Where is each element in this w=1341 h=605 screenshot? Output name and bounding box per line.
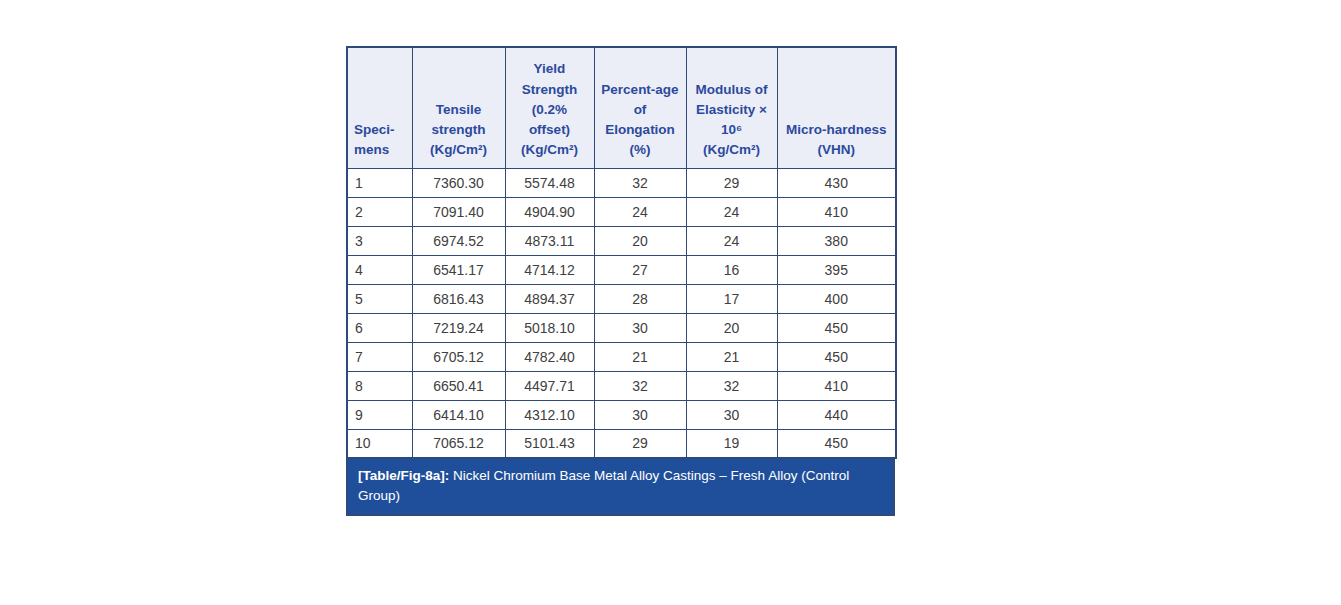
- cell-microhardness: 450: [777, 313, 896, 342]
- cell-yield: 5574.48: [505, 168, 594, 197]
- cell-yield: 4873.11: [505, 226, 594, 255]
- cell-yield: 4497.71: [505, 371, 594, 400]
- table-row: 8 6650.41 4497.71 32 32 410: [347, 371, 896, 400]
- cell-elongation: 28: [594, 284, 686, 313]
- header-yield-strength: Yield Strength (0.2% offset) (Kg/Cm²): [505, 47, 594, 168]
- cell-elongation: 30: [594, 400, 686, 429]
- cell-elongation: 30: [594, 313, 686, 342]
- cell-elongation: 27: [594, 255, 686, 284]
- cell-specimen: 3: [347, 226, 412, 255]
- cell-modulus: 20: [686, 313, 777, 342]
- caption-figure-label: [Table/Fig-8a]:: [358, 468, 449, 483]
- cell-modulus: 32: [686, 371, 777, 400]
- cell-yield: 4714.12: [505, 255, 594, 284]
- cell-specimen: 4: [347, 255, 412, 284]
- header-tensile-strength: Tensile strength (Kg/Cm²): [412, 47, 505, 168]
- cell-tensile: 6974.52: [412, 226, 505, 255]
- cell-tensile: 6705.12: [412, 342, 505, 371]
- table-header: Speci-mens Tensile strength (Kg/Cm²) Yie…: [347, 47, 896, 168]
- cell-tensile: 7065.12: [412, 429, 505, 458]
- cell-specimen: 2: [347, 197, 412, 226]
- cell-specimen: 7: [347, 342, 412, 371]
- cell-modulus: 21: [686, 342, 777, 371]
- cell-microhardness: 395: [777, 255, 896, 284]
- cell-microhardness: 430: [777, 168, 896, 197]
- cell-specimen: 8: [347, 371, 412, 400]
- cell-elongation: 32: [594, 168, 686, 197]
- cell-modulus: 24: [686, 226, 777, 255]
- cell-modulus: 29: [686, 168, 777, 197]
- table-row: 7 6705.12 4782.40 21 21 450: [347, 342, 896, 371]
- cell-yield: 4312.10: [505, 400, 594, 429]
- cell-specimen: 9: [347, 400, 412, 429]
- cell-modulus: 16: [686, 255, 777, 284]
- header-modulus-elasticity: Modulus of Elasticity × 10⁶ (Kg/Cm²): [686, 47, 777, 168]
- cell-specimen: 6: [347, 313, 412, 342]
- table-figure: Speci-mens Tensile strength (Kg/Cm²) Yie…: [346, 46, 895, 516]
- cell-elongation: 29: [594, 429, 686, 458]
- cell-tensile: 7091.40: [412, 197, 505, 226]
- cell-tensile: 6414.10: [412, 400, 505, 429]
- cell-specimen: 10: [347, 429, 412, 458]
- cell-modulus: 19: [686, 429, 777, 458]
- cell-microhardness: 380: [777, 226, 896, 255]
- header-microhardness: Micro-hardness (VHN): [777, 47, 896, 168]
- table-row: 3 6974.52 4873.11 20 24 380: [347, 226, 896, 255]
- cell-yield: 4894.37: [505, 284, 594, 313]
- cell-tensile: 7219.24: [412, 313, 505, 342]
- cell-elongation: 20: [594, 226, 686, 255]
- table-row: 6 7219.24 5018.10 30 20 450: [347, 313, 896, 342]
- table-row: 10 7065.12 5101.43 29 19 450: [347, 429, 896, 458]
- cell-modulus: 24: [686, 197, 777, 226]
- cell-elongation: 32: [594, 371, 686, 400]
- cell-microhardness: 400: [777, 284, 896, 313]
- table-row: 1 7360.30 5574.48 32 29 430: [347, 168, 896, 197]
- cell-modulus: 17: [686, 284, 777, 313]
- cell-specimen: 1: [347, 168, 412, 197]
- cell-microhardness: 450: [777, 342, 896, 371]
- cell-tensile: 6541.17: [412, 255, 505, 284]
- cell-yield: 4904.90: [505, 197, 594, 226]
- table-row: 5 6816.43 4894.37 28 17 400: [347, 284, 896, 313]
- table-row: 4 6541.17 4714.12 27 16 395: [347, 255, 896, 284]
- cell-tensile: 6816.43: [412, 284, 505, 313]
- cell-tensile: 6650.41: [412, 371, 505, 400]
- cell-yield: 5101.43: [505, 429, 594, 458]
- cell-yield: 5018.10: [505, 313, 594, 342]
- header-row: Speci-mens Tensile strength (Kg/Cm²) Yie…: [347, 47, 896, 168]
- header-elongation: Percent-age of Elongation (%): [594, 47, 686, 168]
- header-specimens: Speci-mens: [347, 47, 412, 168]
- cell-elongation: 21: [594, 342, 686, 371]
- cell-microhardness: 440: [777, 400, 896, 429]
- table-caption: [Table/Fig-8a]: Nickel Chromium Base Met…: [346, 459, 895, 516]
- cell-specimen: 5: [347, 284, 412, 313]
- cell-tensile: 7360.30: [412, 168, 505, 197]
- table-body: 1 7360.30 5574.48 32 29 430 2 7091.40 49…: [347, 168, 896, 458]
- specimens-table: Speci-mens Tensile strength (Kg/Cm²) Yie…: [346, 46, 897, 459]
- table-row: 9 6414.10 4312.10 30 30 440: [347, 400, 896, 429]
- cell-microhardness: 450: [777, 429, 896, 458]
- cell-microhardness: 410: [777, 197, 896, 226]
- cell-elongation: 24: [594, 197, 686, 226]
- cell-microhardness: 410: [777, 371, 896, 400]
- cell-yield: 4782.40: [505, 342, 594, 371]
- cell-modulus: 30: [686, 400, 777, 429]
- page: Speci-mens Tensile strength (Kg/Cm²) Yie…: [0, 0, 1341, 605]
- table-row: 2 7091.40 4904.90 24 24 410: [347, 197, 896, 226]
